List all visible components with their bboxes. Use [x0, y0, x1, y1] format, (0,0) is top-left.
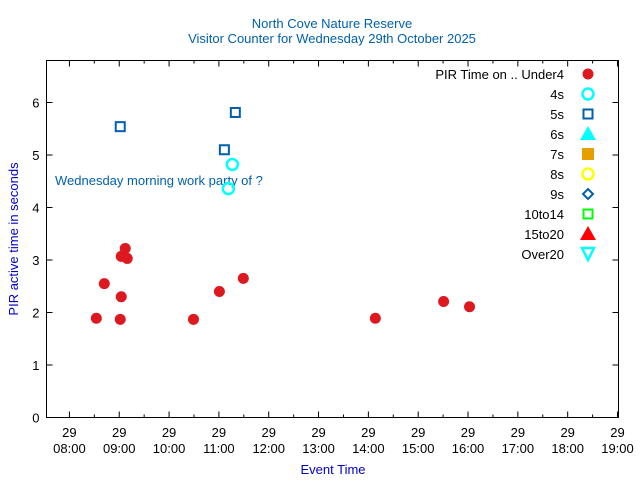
legend-label-7s: 7s	[550, 147, 564, 162]
x-tick-day-label: 29	[162, 425, 176, 440]
x-tick-day-label: 29	[261, 425, 275, 440]
legend-label-5s: 5s	[550, 107, 564, 122]
legend-marker-8s	[581, 167, 595, 181]
legend-marker-15to20	[580, 226, 596, 240]
legend-marker-under4	[582, 68, 594, 80]
data-point-5s	[218, 144, 230, 156]
x-tick-day-label: 29	[212, 425, 226, 440]
data-point-under4	[98, 278, 110, 290]
legend-label-9s: 9s	[550, 187, 564, 202]
data-point-4s	[221, 181, 236, 196]
x-tick-time-label: 17:00	[502, 441, 535, 456]
y-tick-label: 5	[32, 148, 39, 163]
x-tick-time-label: 13:00	[302, 441, 335, 456]
data-point-under4	[115, 291, 127, 303]
x-tick-day-label: 29	[511, 425, 525, 440]
data-point-under4	[187, 313, 199, 325]
legend-marker-5s	[582, 108, 594, 120]
x-tick-time-label: 14:00	[352, 441, 385, 456]
data-point-5s	[114, 121, 126, 133]
data-point-under4	[114, 313, 126, 325]
data-point-under4	[119, 242, 131, 254]
plot-border	[46, 60, 619, 418]
y-tick-label: 4	[32, 201, 39, 216]
x-axis-label: Event Time	[300, 462, 365, 477]
x-tick-time-label: 12:00	[252, 441, 285, 456]
legend-marker-7s	[582, 148, 594, 160]
x-tick-day-label: 29	[62, 425, 76, 440]
annotation: Wednesday morning work party of ?	[55, 173, 263, 188]
chart-title: North Cove Nature Reserve	[252, 16, 412, 31]
legend-label-6s: 6s	[550, 127, 564, 142]
data-point-5s	[229, 106, 241, 118]
data-point-4s	[225, 157, 240, 172]
data-point-under4	[438, 295, 450, 307]
y-axis-label: PIR active time in seconds	[6, 162, 21, 316]
legend-label-15to20: 15to20	[524, 227, 564, 242]
x-tick-time-label: 08:00	[53, 441, 86, 456]
legend-label-4s: 4s	[550, 87, 564, 102]
legend-label-under4: PIR Time on .. Under4	[435, 67, 564, 82]
y-tick-label: 6	[32, 96, 39, 111]
chart-subtitle: Visitor Counter for Wednesday 29th Octob…	[188, 31, 476, 46]
x-tick-day-label: 29	[610, 425, 624, 440]
y-tick-label: 0	[32, 411, 39, 426]
y-tick-label: 3	[32, 253, 39, 268]
x-tick-day-label: 29	[461, 425, 475, 440]
legend-marker-over20	[579, 246, 597, 263]
data-point-under4	[213, 286, 225, 297]
x-tick-day-label: 29	[112, 425, 126, 440]
x-tick-time-label: 15:00	[402, 441, 435, 456]
x-tick-day-label: 29	[311, 425, 325, 440]
legend-marker-4s	[581, 87, 595, 101]
y-tick-label: 2	[32, 306, 39, 321]
data-point-under4	[369, 312, 381, 324]
data-point-under4	[121, 252, 133, 264]
x-tick-day-label: 29	[560, 425, 574, 440]
legend-marker-9s	[581, 187, 595, 201]
x-tick-time-label: 11:00	[203, 441, 235, 456]
x-tick-time-label: 18:00	[551, 441, 584, 456]
legend-marker-10to14	[582, 208, 594, 220]
legend-marker-6s	[580, 126, 596, 140]
x-tick-day-label: 29	[361, 425, 375, 440]
legend-label-8s: 8s	[550, 167, 564, 182]
x-tick-time-label: 19:00	[601, 441, 634, 456]
data-point-under4	[237, 272, 249, 284]
legend-label-10to14: 10to14	[524, 207, 564, 222]
x-tick-time-label: 10:00	[153, 441, 186, 456]
y-tick-label: 1	[32, 358, 39, 373]
legend-label-over20: Over20	[521, 247, 564, 262]
x-tick-day-label: 29	[411, 425, 425, 440]
data-point-under4	[464, 301, 476, 313]
x-tick-time-label: 16:00	[452, 441, 485, 456]
data-point-under4	[90, 312, 102, 324]
x-tick-time-label: 09:00	[103, 441, 136, 456]
